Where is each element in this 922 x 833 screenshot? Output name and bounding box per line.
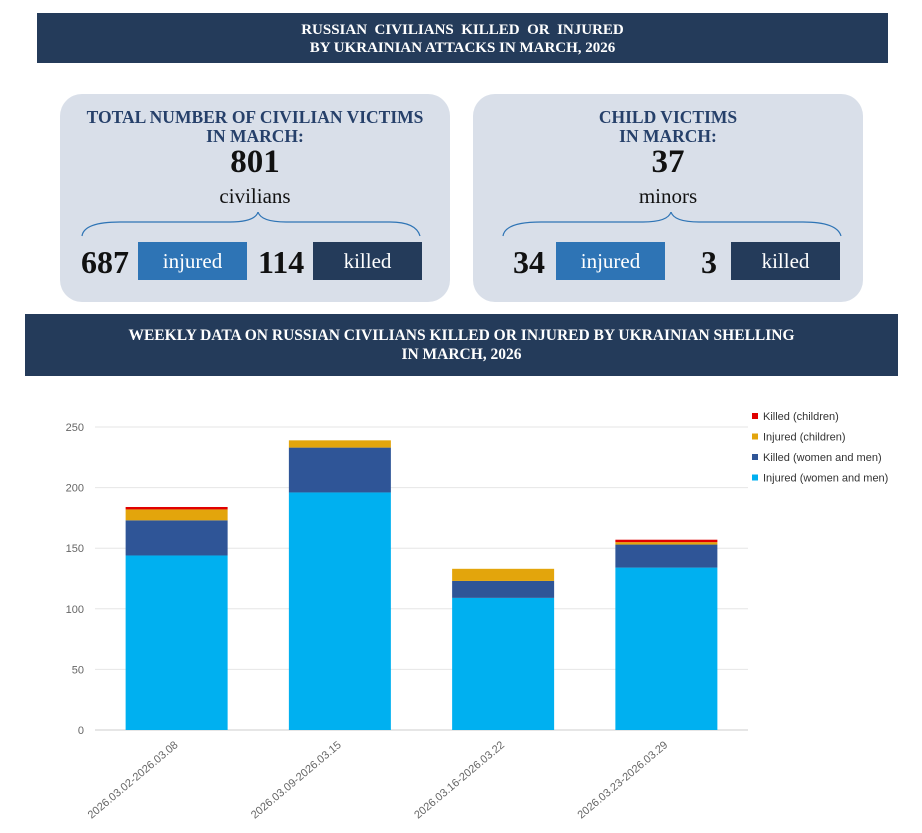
total-injured-number: 687 [81,244,129,280]
brace-icon [81,212,421,237]
legend-swatch [752,454,758,460]
total-killed-tag: killed [313,242,422,280]
child-killed-tag: killed [731,242,840,280]
total-card-title-line2: IN MARCH: [206,126,304,146]
total-victims-card: TOTAL NUMBER OF CIVILIAN VICTIMS IN MARC… [60,94,450,302]
total-victims-unit: civilians [219,184,291,208]
child-victims-unit: minors [638,184,698,208]
y-tick-label: 200 [66,483,84,495]
bar-segment [452,568,555,581]
bar-segment [615,542,718,545]
child-injured-tag: injured [556,242,665,280]
legend-label: Killed (children) [763,411,839,423]
legend-swatch [752,433,758,440]
x-tick-label: 2026.03.02-2026.03.08 [86,739,181,821]
bar-segment [125,506,228,510]
y-tick-label: 150 [66,543,84,555]
child-injured-number: 34 [513,244,545,280]
child-victims-number: 37 [651,144,685,180]
x-tick-label: 2026.03.16-2026.03.22 [412,739,507,821]
legend-label: Injured (women and men) [763,473,888,485]
legend-label: Injured (children) [763,432,846,444]
bar-segment [288,440,391,448]
bar-segment [125,520,228,556]
total-card-title-line1: TOTAL NUMBER OF CIVILIAN VICTIMS [86,107,424,127]
bar-segment [452,597,555,730]
child-card-title: CHILD VICTIMS IN MARCH: [473,108,863,146]
total-card-title: TOTAL NUMBER OF CIVILIAN VICTIMS IN MARC… [60,108,450,146]
child-card-title-line1: CHILD VICTIMS [598,107,738,127]
child-card-title-line2: IN MARCH: [619,126,717,146]
bar-segment [615,539,718,543]
section-banner-line1: WEEKLY DATA ON RUSSIAN CIVILIANS KILLED … [128,327,795,344]
child-killed-number: 3 [701,244,717,280]
section-banner-line2: IN MARCH, 2026 [401,346,522,363]
bar-segment [288,447,391,493]
x-tick-label: 2026.03.09-2026.03.15 [249,739,344,821]
child-victims-card: CHILD VICTIMS IN MARCH: 37 minors 34 inj… [473,94,863,302]
y-tick-label: 250 [66,422,84,434]
legend-label: Killed (women and men) [763,452,882,464]
bar-segment [125,555,228,730]
weekly-chart-svg: 0 50 100 150 200 250 2026.03.02-2026.03.08 2026… [66,411,889,821]
legend-swatch [752,474,758,481]
y-tick-label: 50 [72,664,84,676]
legend-swatch [752,413,758,419]
x-tick-label: 2026.03.23-2026.03.29 [575,739,670,821]
top-banner-line2: BY UKRAINIAN ATTACKS IN MARCH, 2026 [309,40,616,56]
bar-segment [615,567,718,730]
y-tick-label: 0 [78,725,84,737]
bar-segment [615,544,718,568]
total-victims-number: 801 [230,144,280,180]
weekly-chart: 0 50 100 150 200 250 2026.03.02-2026.03.08 2026… [0,395,922,833]
bar-segment [452,580,555,598]
y-tick-label: 100 [66,604,84,616]
top-banner: RUSSIAN CIVILIANS KILLED OR INJURED BY U… [37,13,888,63]
bar-segment [288,492,391,730]
bar-segment [125,509,228,521]
total-killed-number: 114 [258,244,305,280]
section-banner: WEEKLY DATA ON RUSSIAN CIVILIANS KILLED … [25,314,898,376]
total-injured-tag: injured [138,242,247,280]
top-banner-line1: RUSSIAN CIVILIANS KILLED OR INJURED [301,22,624,38]
brace-icon [502,212,842,237]
